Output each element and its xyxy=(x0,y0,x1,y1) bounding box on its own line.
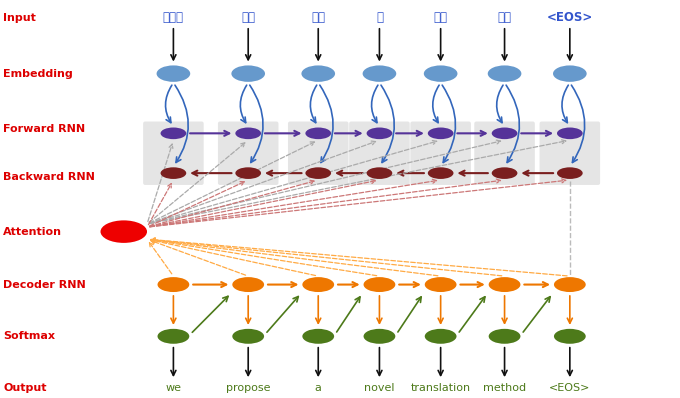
Text: we: we xyxy=(165,383,182,393)
Text: Backward RNN: Backward RNN xyxy=(3,172,95,182)
Text: Decoder RNN: Decoder RNN xyxy=(3,279,86,290)
Text: 手法: 手法 xyxy=(311,12,325,24)
Ellipse shape xyxy=(488,65,522,82)
Ellipse shape xyxy=(489,277,520,292)
Ellipse shape xyxy=(554,277,585,292)
Text: Embedding: Embedding xyxy=(3,68,73,79)
Ellipse shape xyxy=(557,127,583,139)
Text: propose: propose xyxy=(226,383,271,393)
Ellipse shape xyxy=(489,329,520,344)
Ellipse shape xyxy=(158,277,189,292)
Ellipse shape xyxy=(557,167,583,179)
Text: 提案: 提案 xyxy=(434,12,447,24)
Text: する: する xyxy=(498,12,511,24)
Text: Output: Output xyxy=(3,383,47,393)
Text: <EOS>: <EOS> xyxy=(549,383,590,393)
Ellipse shape xyxy=(425,329,456,344)
Text: Forward RNN: Forward RNN xyxy=(3,124,86,135)
Ellipse shape xyxy=(235,167,261,179)
FancyBboxPatch shape xyxy=(218,121,279,185)
Ellipse shape xyxy=(303,329,334,344)
FancyBboxPatch shape xyxy=(349,121,410,185)
Ellipse shape xyxy=(554,329,585,344)
Ellipse shape xyxy=(367,127,392,139)
Ellipse shape xyxy=(492,127,517,139)
FancyBboxPatch shape xyxy=(410,121,471,185)
Ellipse shape xyxy=(428,127,454,139)
Ellipse shape xyxy=(235,127,261,139)
Text: 新たな: 新たな xyxy=(163,12,184,24)
FancyBboxPatch shape xyxy=(143,121,204,185)
FancyBboxPatch shape xyxy=(539,121,600,185)
Ellipse shape xyxy=(362,65,396,82)
FancyBboxPatch shape xyxy=(288,121,349,185)
Ellipse shape xyxy=(156,65,190,82)
Text: Softmax: Softmax xyxy=(3,331,55,341)
Ellipse shape xyxy=(233,329,264,344)
Text: Input: Input xyxy=(3,13,36,23)
Ellipse shape xyxy=(425,277,456,292)
Ellipse shape xyxy=(101,220,147,243)
Ellipse shape xyxy=(301,65,335,82)
Ellipse shape xyxy=(367,167,392,179)
Ellipse shape xyxy=(158,329,189,344)
Ellipse shape xyxy=(160,167,186,179)
Ellipse shape xyxy=(424,65,458,82)
Ellipse shape xyxy=(364,277,395,292)
Ellipse shape xyxy=(303,277,334,292)
Text: Attention: Attention xyxy=(3,226,63,237)
Text: translation: translation xyxy=(411,383,471,393)
Ellipse shape xyxy=(231,65,265,82)
Ellipse shape xyxy=(492,167,517,179)
Text: を: を xyxy=(376,12,383,24)
FancyBboxPatch shape xyxy=(474,121,535,185)
Ellipse shape xyxy=(364,329,395,344)
Ellipse shape xyxy=(160,127,186,139)
Ellipse shape xyxy=(428,167,454,179)
Ellipse shape xyxy=(305,167,331,179)
Text: method: method xyxy=(483,383,526,393)
Text: <EOS>: <EOS> xyxy=(547,12,593,24)
Ellipse shape xyxy=(553,65,587,82)
Text: 翻訳: 翻訳 xyxy=(241,12,255,24)
Text: a: a xyxy=(315,383,322,393)
Ellipse shape xyxy=(233,277,264,292)
Text: novel: novel xyxy=(364,383,394,393)
Ellipse shape xyxy=(305,127,331,139)
